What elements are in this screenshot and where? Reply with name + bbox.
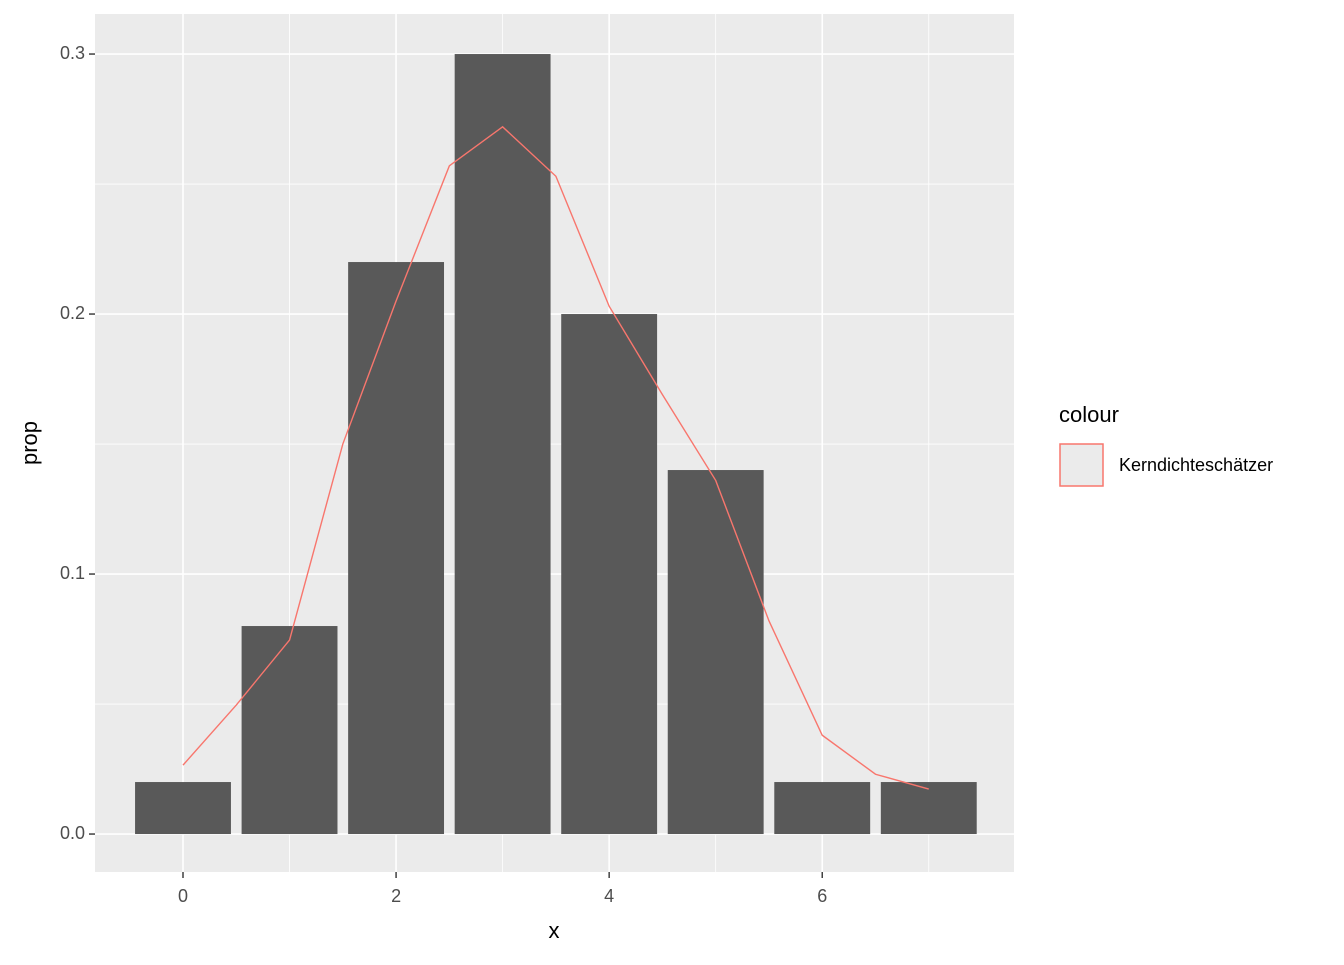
- y-tick-label: 0.3: [60, 43, 85, 63]
- legend-key: [1059, 443, 1104, 487]
- bar: [348, 262, 445, 835]
- panel: [95, 14, 1014, 872]
- bar: [561, 314, 658, 835]
- bar: [241, 626, 338, 835]
- legend-title: colour: [1059, 402, 1119, 427]
- x-tick-label: 0: [178, 886, 188, 906]
- bar: [135, 782, 231, 835]
- y-tick-label: 0.0: [60, 823, 85, 843]
- bar: [667, 470, 764, 835]
- bar: [880, 782, 977, 835]
- x-tick-label: 4: [604, 886, 614, 906]
- y-axis-label: prop: [17, 421, 42, 465]
- bar: [454, 54, 551, 835]
- legend-label: Kerndichteschätzer: [1119, 455, 1273, 475]
- x-tick-label: 6: [817, 886, 827, 906]
- x-tick-label: 2: [391, 886, 401, 906]
- y-tick-label: 0.1: [60, 563, 85, 583]
- y-tick-label: 0.2: [60, 303, 85, 323]
- x-axis-label: x: [549, 918, 560, 943]
- density-line: [182, 125, 929, 790]
- bar: [774, 782, 871, 835]
